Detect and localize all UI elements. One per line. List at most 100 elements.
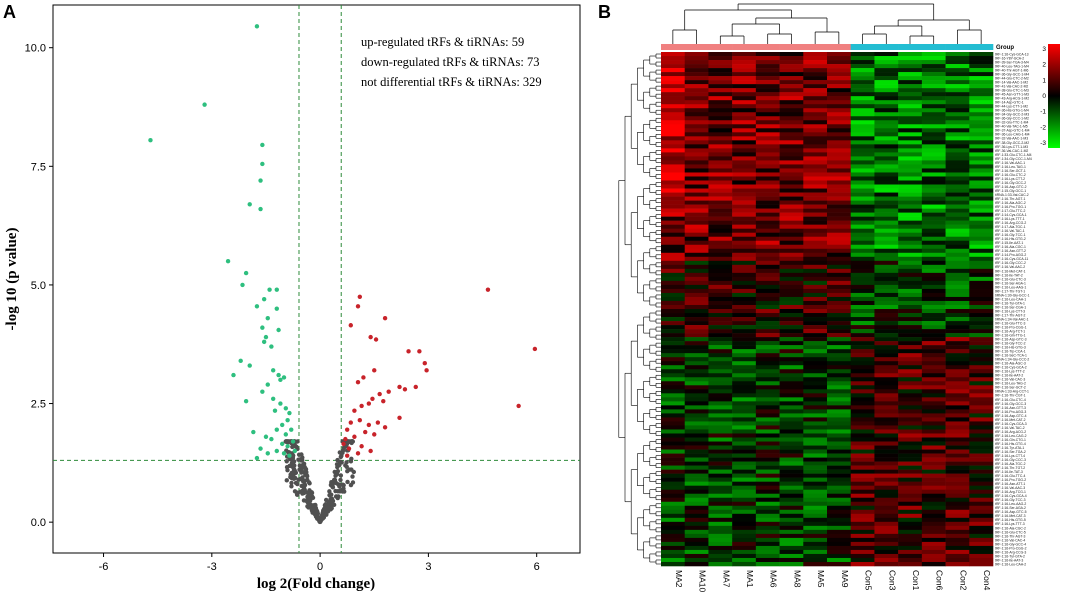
heatmap-cell [945,132,970,137]
heatmap-cell [969,501,994,507]
heatmap-cell [827,441,852,446]
heatmap-cell [732,268,757,274]
heatmap-cell [827,272,852,278]
heatmap-cell [850,240,875,246]
point-not-differential [302,482,307,487]
heatmap-cell [827,128,852,133]
heatmap-cell [684,184,709,189]
heatmap-cell [874,216,899,221]
heatmap-cell [755,272,780,278]
heatmap-cell [850,276,875,282]
heatmap-cell [969,373,994,378]
heatmap-cell [945,361,970,366]
heatmap-cell [755,80,780,85]
heatmap-cell [969,164,994,169]
heatmap-cell [803,132,828,137]
heatmap-cell [684,304,709,310]
heatmap-cell [850,521,875,527]
heatmap-cell [755,437,780,442]
heatmap-cell [850,473,875,478]
heatmap-cell [874,497,899,503]
heatmap-cell [684,56,709,61]
heatmap-cell [827,397,852,402]
heatmap-cell [708,373,733,378]
heatmap-cell [732,401,757,406]
heatmap-cell [755,248,780,254]
heatmap-cell [755,84,780,89]
heatmap-cell [661,300,686,306]
heatmap-cell [850,204,875,209]
heatmap-cell [755,493,780,499]
heatmap-cell [850,381,875,386]
heatmap-cell [661,549,686,555]
heatmap-cell [708,381,733,386]
heatmap-cell [732,333,757,338]
heatmap-cell [708,168,733,173]
heatmap-cell [732,361,757,366]
heatmap-cell [969,52,994,57]
heatmap-panel: B Group tRF-1:16-Cys-GCA-13tRF-16-Y8Y-GC… [598,2,1060,592]
row-label: tRF-1:16-Ala-CGC-1 [995,245,1026,249]
heatmap-cell [803,401,828,406]
heatmap-cell [874,84,899,89]
heatmap-cell [921,188,946,193]
heatmap-cell [874,288,899,294]
heatmap-cell [803,216,828,221]
heatmap-cell [874,76,899,81]
heatmap-cell [755,501,780,507]
heatmap-cell [874,365,899,370]
heatmap-cell [732,489,757,495]
heatmap-cell [684,313,709,318]
heatmap-cell [921,345,946,350]
heatmap-cell [684,433,709,438]
heatmap-cell [779,337,804,342]
heatmap-cell [898,513,923,519]
heatmap-cell [708,345,733,350]
heatmap-cell [945,465,970,470]
point-not-differential [338,459,343,465]
heatmap-cell [803,557,828,563]
heatmap-cell [684,88,709,93]
point-down-regulated [290,439,296,444]
row-label: tRF-1:16-Ser-AGA-2 [995,506,1026,510]
heatmap-cell [661,120,686,125]
heatmap-cell [921,196,946,201]
heatmap-cell [921,168,946,173]
heatmap-cell [684,164,709,169]
heatmap-cell [779,417,804,422]
heatmap-cell [945,505,970,511]
heatmap-cell [755,104,780,109]
row-label: tRF-1:16-Glu-CTC-3 [995,277,1026,281]
heatmap-cell [969,485,994,491]
heatmap-cell [945,256,970,262]
x-tick-label: 0 [317,561,323,573]
point-down-regulated [260,389,265,394]
heatmap-cell [755,545,780,551]
heatmap-cell [661,220,686,225]
heatmap-cell [661,429,686,434]
color-scale-tick-label: -1 [1040,109,1046,116]
heatmap-cell [945,369,970,374]
heatmap-cell [827,240,852,246]
heatmap-cell [684,461,709,466]
heatmap-cell [708,513,733,519]
heatmap-cell [874,244,899,250]
group-bar-ma [779,44,804,50]
row-label: tRF-1:16-Gly-GCC-2 [995,181,1026,185]
heatmap-cell [827,401,852,406]
x-tick-label: 6 [534,561,540,573]
heatmap-cell [921,541,946,547]
heatmap-cell [684,413,709,418]
heatmap-cell [898,304,923,310]
point-not-differential [332,469,337,475]
heatmap-cell [921,477,946,482]
heatmap-cell [969,409,994,414]
heatmap-cell [921,256,946,262]
heatmap-cell [755,465,780,470]
heatmap-cell [945,124,970,129]
heatmap-cell [803,493,828,499]
heatmap-cell [945,537,970,543]
heatmap-cell [684,561,709,567]
row-label: tRF-1:16-Asp-GTC-3 [995,338,1027,342]
heatmap-cell [732,317,757,322]
